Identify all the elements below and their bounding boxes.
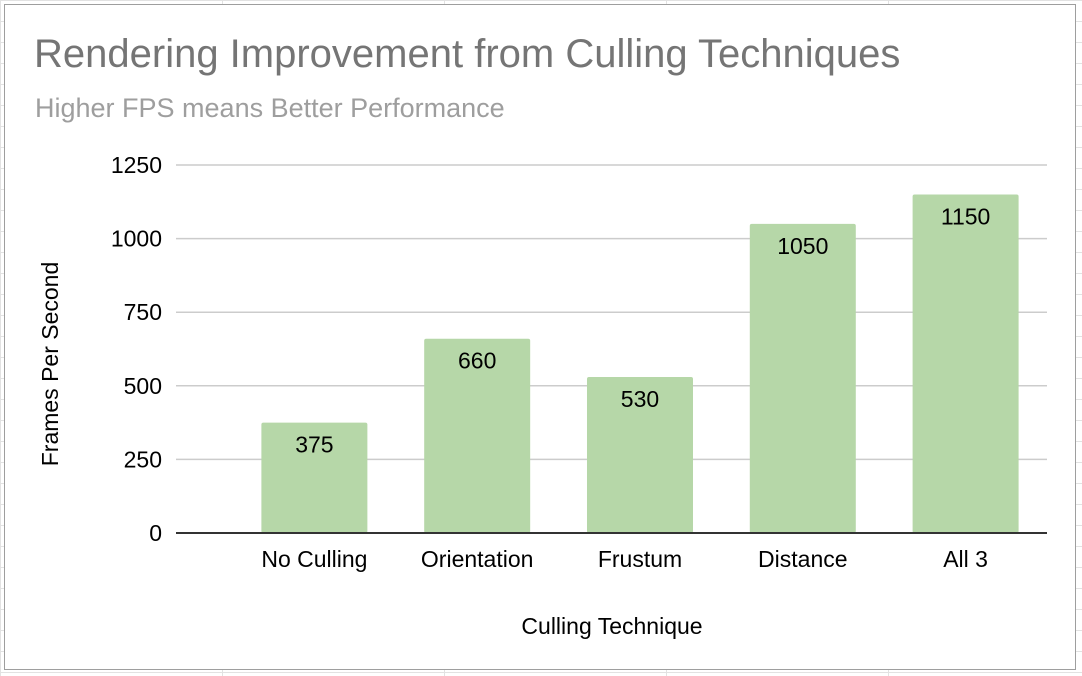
data-label: 660 <box>458 348 496 374</box>
y-axis-ticks: 0 250 500 750 1000 1250 <box>111 152 162 546</box>
data-label: 1050 <box>777 233 828 259</box>
x-axis-ticks: No Culling Orientation Frustum Distance All … <box>261 546 988 572</box>
chart-subtitle: Higher FPS means Better Performance <box>35 93 505 123</box>
y-tick-label: 0 <box>149 520 162 546</box>
y-tick-label: 1000 <box>111 226 162 252</box>
bar <box>912 194 1019 533</box>
data-labels: 375 660 530 1050 1150 <box>295 203 990 457</box>
chart-container[interactable] <box>4 4 1076 670</box>
y-tick-label: 250 <box>124 446 162 472</box>
x-axis-title: Culling Technique <box>521 613 702 639</box>
data-label: 375 <box>295 432 333 458</box>
bars <box>261 194 1019 533</box>
bar <box>261 422 368 533</box>
data-label: 530 <box>621 386 659 412</box>
bar <box>424 338 531 533</box>
bar <box>586 376 693 533</box>
x-tick-label: All 3 <box>943 546 988 572</box>
y-tick-label: 750 <box>124 299 162 325</box>
x-tick-label: Distance <box>758 546 847 572</box>
y-tick-label: 500 <box>124 373 162 399</box>
x-tick-label: Frustum <box>598 546 682 572</box>
y-axis-title: Frames Per Second <box>37 262 63 467</box>
y-tick-label: 1250 <box>111 152 162 178</box>
x-tick-label: Orientation <box>421 546 534 572</box>
data-label: 1150 <box>941 203 990 229</box>
bar <box>749 223 856 533</box>
x-tick-label: No Culling <box>261 546 367 572</box>
chart-title: Rendering Improvement from Culling Techn… <box>34 32 901 76</box>
